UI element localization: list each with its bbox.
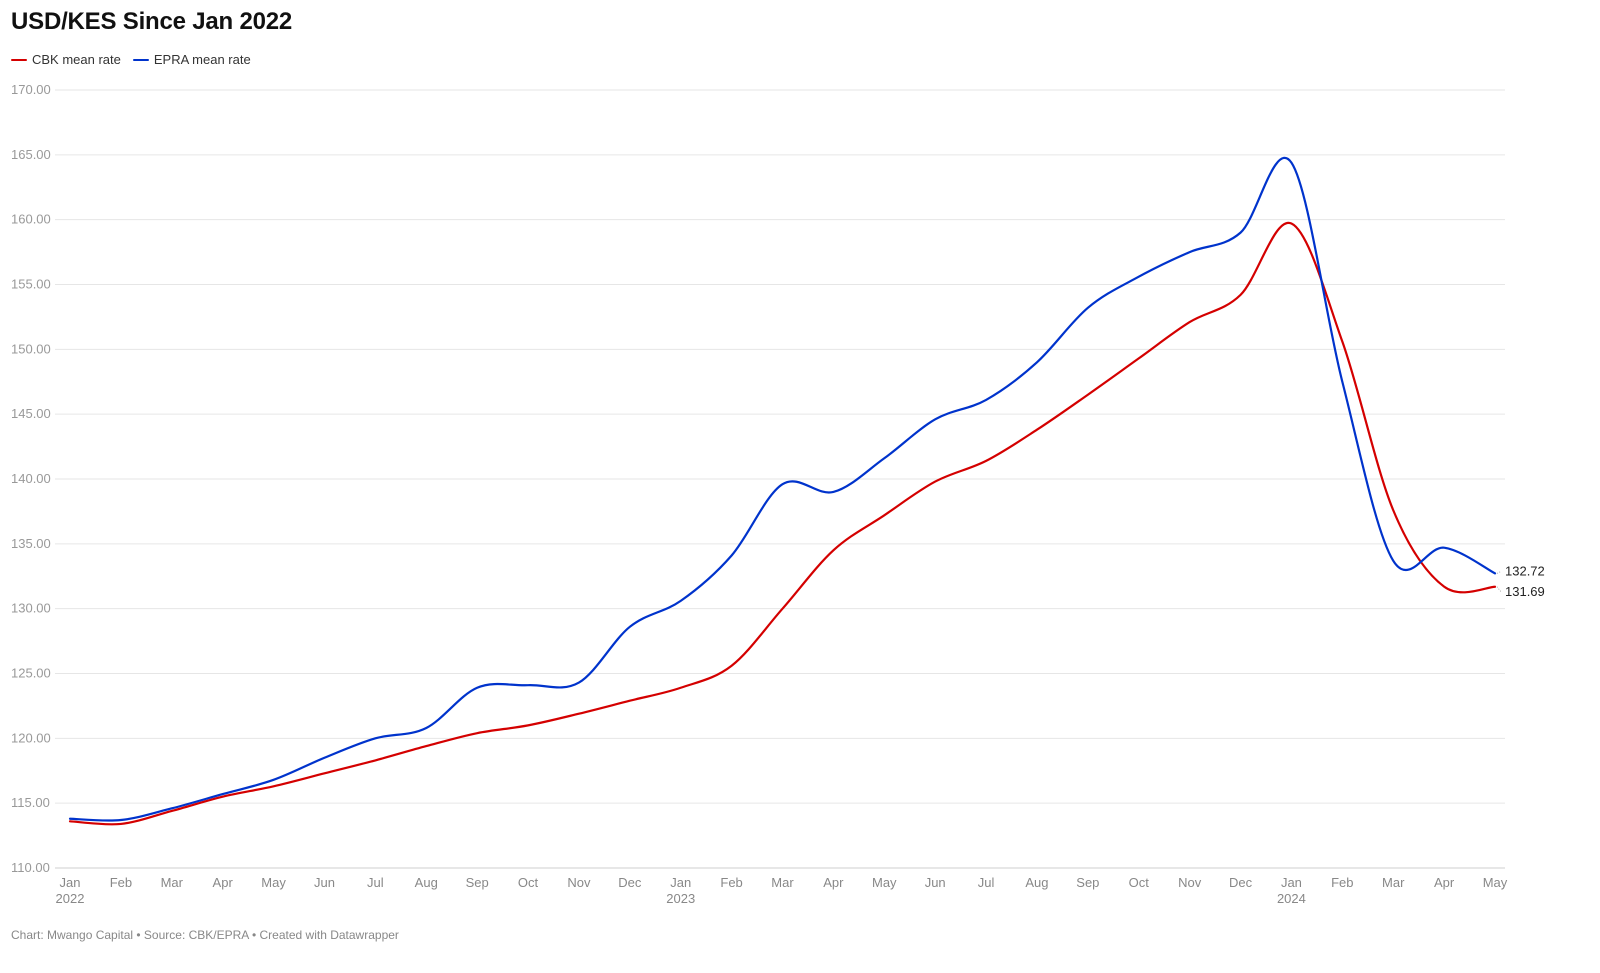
x-tick-label: Aug [415, 875, 438, 890]
x-tick-label: Nov [567, 875, 591, 890]
x-tick-label: Dec [1229, 875, 1253, 890]
y-tick-label: 150.00 [11, 341, 51, 356]
x-tick-label: Oct [1129, 875, 1150, 890]
y-tick-label: 110.00 [11, 860, 50, 875]
x-tick-label: Jan [60, 875, 81, 890]
legend-label-epra: EPRA mean rate [153, 52, 251, 67]
legend: CBK mean rate EPRA mean rate [11, 52, 251, 67]
legend-item-epra: EPRA mean rate [132, 52, 251, 67]
x-tick-label: Feb [720, 875, 742, 890]
x-tick-label: Oct [518, 875, 539, 890]
x-tick-label: Sep [1076, 875, 1099, 890]
x-tick-year-label: 2022 [56, 891, 85, 906]
x-tick-label: Apr [213, 875, 234, 890]
x-tick-label: Mar [771, 875, 794, 890]
end-label-cbk: 131.69 [1505, 584, 1545, 599]
y-tick-label: 115.00 [11, 795, 50, 810]
series-line-cbk [68, 222, 1497, 826]
x-tick-label: Jun [314, 875, 335, 890]
y-tick-label: 155.00 [11, 277, 51, 292]
x-tick-label: Nov [1178, 875, 1202, 890]
x-tick-label: Jul [978, 875, 995, 890]
y-tick-label: 135.00 [11, 536, 51, 551]
y-tick-label: 160.00 [11, 212, 51, 227]
legend-swatch-cbk [11, 58, 27, 61]
end-labels: 131.69 132.72 [1496, 563, 1545, 599]
x-tick-label: Aug [1025, 875, 1048, 890]
x-tick-label: Jan [670, 875, 691, 890]
x-tick-label: Apr [1434, 875, 1455, 890]
legend-label-cbk: CBK mean rate [32, 52, 121, 67]
y-tick-label: 145.00 [11, 406, 51, 421]
x-tick-label: May [872, 875, 897, 890]
chart-title: USD/KES Since Jan 2022 [11, 8, 293, 35]
x-tick-year-label: 2024 [1277, 891, 1306, 906]
y-tick-label: 170.00 [11, 82, 51, 97]
x-tick-label: Jan [1281, 875, 1302, 890]
x-tick-year-label: 2023 [666, 891, 695, 906]
x-tick-label: Apr [823, 875, 844, 890]
x-tick-label: May [1483, 875, 1508, 890]
y-tick-label: 120.00 [11, 730, 51, 745]
end-label-epra: 132.72 [1505, 563, 1545, 578]
y-tick-label: 125.00 [11, 666, 51, 681]
x-tick-label: Feb [110, 875, 132, 890]
chart-footer: Chart: Mwango Capital • Source: CBK/EPRA… [11, 928, 399, 942]
end-label-leader-cbk [1496, 586, 1502, 593]
y-axis: 110.00 115.00 120.00 125.00 130.00 135.00 140.… [11, 82, 51, 875]
x-tick-label: May [261, 875, 286, 890]
x-tick-label: Jul [367, 875, 384, 890]
y-tick-label: 130.00 [11, 601, 51, 616]
x-tick-label: Dec [618, 875, 642, 890]
x-tick-label: Sep [466, 875, 489, 890]
end-label-leader-epra [1496, 571, 1502, 574]
gridlines [55, 89, 1505, 869]
legend-item-cbk: CBK mean rate [11, 52, 121, 67]
series-lines [68, 157, 1497, 826]
y-tick-label: 165.00 [11, 147, 51, 162]
x-tick-label: Jun [925, 875, 946, 890]
y-tick-label: 140.00 [11, 471, 51, 486]
x-tick-label: Mar [161, 875, 184, 890]
x-tick-label: Mar [1382, 875, 1405, 890]
x-tick-label: Feb [1331, 875, 1353, 890]
series-line-epra [68, 157, 1497, 822]
legend-swatch-epra [132, 58, 149, 61]
